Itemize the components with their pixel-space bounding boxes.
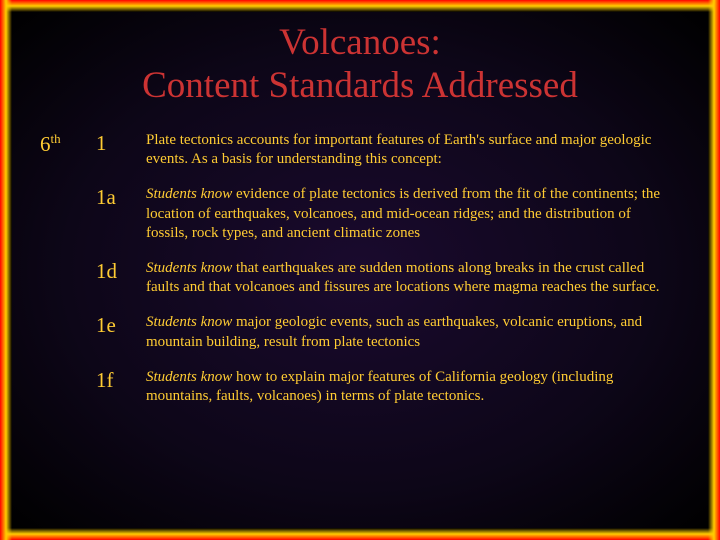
title-line-2: Content Standards Addressed — [142, 65, 578, 106]
table-row: 1e Students know major geologic events, … — [40, 307, 680, 361]
desc-text: Plate tectonics accounts for important f… — [146, 132, 651, 167]
standard-description: Plate tectonics accounts for important f… — [146, 125, 680, 179]
table-row: 6th 1 Plate tectonics accounts for impor… — [40, 125, 680, 179]
table-row: 1d Students know that earthquakes are su… — [40, 253, 680, 307]
slide-title: Volcanoes: Content Standards Addressed — [40, 22, 680, 107]
grade-cell-empty — [40, 253, 96, 307]
desc-lead: Students know — [146, 260, 232, 276]
grade-cell-empty — [40, 362, 96, 416]
grade-cell-empty — [40, 179, 96, 253]
grade-number: 6 — [40, 132, 51, 156]
desc-lead: Students know — [146, 314, 232, 330]
standard-code: 1f — [96, 362, 146, 416]
grade-cell: 6th — [40, 125, 96, 179]
standard-description: Students know major geologic events, suc… — [146, 307, 680, 361]
standards-table: 6th 1 Plate tectonics accounts for impor… — [40, 125, 680, 416]
grade-cell-empty — [40, 307, 96, 361]
slide-content: Volcanoes: Content Standards Addressed 6… — [0, 0, 720, 540]
title-line-1: Volcanoes: — [279, 22, 441, 63]
table-row: 1a Students know evidence of plate tecto… — [40, 179, 680, 253]
standard-description: Students know how to explain major featu… — [146, 362, 680, 416]
standard-code: 1 — [96, 125, 146, 179]
desc-lead: Students know — [146, 186, 232, 202]
standard-code: 1a — [96, 179, 146, 253]
standard-description: Students know that earthquakes are sudde… — [146, 253, 680, 307]
grade-suffix: th — [51, 131, 61, 146]
table-row: 1f Students know how to explain major fe… — [40, 362, 680, 416]
desc-lead: Students know — [146, 369, 232, 385]
standard-code: 1d — [96, 253, 146, 307]
standard-description: Students know evidence of plate tectonic… — [146, 179, 680, 253]
standard-code: 1e — [96, 307, 146, 361]
